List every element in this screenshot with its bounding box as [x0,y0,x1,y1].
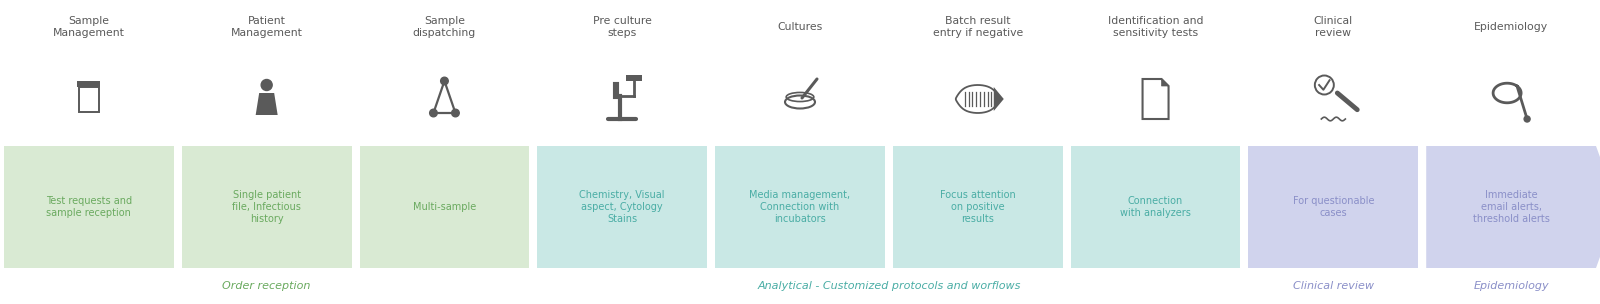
Bar [1248,146,1418,268]
Text: Clinical
review: Clinical review [1314,16,1354,38]
Text: Sample
dispatching: Sample dispatching [413,16,477,38]
Polygon shape [1142,79,1168,119]
Circle shape [1315,75,1334,95]
Text: Single patient
file, Infectious
history: Single patient file, Infectious history [232,190,301,224]
Text: For questionable
cases: For questionable cases [1293,196,1374,218]
Bar [715,146,885,268]
Polygon shape [1426,146,1600,268]
Bar [77,81,101,87]
Text: Identification and
sensitivity tests: Identification and sensitivity tests [1107,16,1203,38]
Bar [1240,146,1248,268]
Bar [530,146,538,268]
Text: Epidemiology: Epidemiology [1474,22,1549,32]
Text: Cultures: Cultures [778,22,822,32]
Text: Batch result
entry if negative: Batch result entry if negative [933,16,1022,38]
Polygon shape [256,93,278,115]
Circle shape [451,109,459,117]
Ellipse shape [786,95,814,109]
Text: Sample
Management: Sample Management [53,16,125,38]
Polygon shape [1162,79,1168,86]
Polygon shape [955,85,1000,113]
Circle shape [440,77,448,85]
Text: Order reception: Order reception [222,281,310,291]
Text: Epidemiology: Epidemiology [1474,281,1549,291]
Polygon shape [994,87,1003,111]
Text: Clinical review: Clinical review [1293,281,1374,291]
Circle shape [430,109,437,117]
Bar [360,146,530,268]
Bar [893,146,1062,268]
Circle shape [261,80,272,91]
Circle shape [1525,116,1530,122]
Bar [78,87,99,112]
Bar [3,146,174,268]
Text: Patient
Management: Patient Management [230,16,302,38]
Text: Chemistry, Visual
aspect, Cytology
Stains: Chemistry, Visual aspect, Cytology Stain… [579,190,666,224]
Text: Analytical - Customized protocols and worflows: Analytical - Customized protocols and wo… [757,281,1021,291]
Text: Pre culture
steps: Pre culture steps [592,16,651,38]
Text: Immediate
email alerts,
threshold alerts: Immediate email alerts, threshold alerts [1472,190,1549,224]
Bar [182,146,352,268]
Text: Connection
with analyzers: Connection with analyzers [1120,196,1190,218]
Bar [626,75,642,81]
Text: Multi-sample: Multi-sample [413,202,477,212]
Bar [538,146,707,268]
Text: Media management,
Connection with
incubators: Media management, Connection with incuba… [749,190,851,224]
Text: Focus attention
on positive
results: Focus attention on positive results [939,190,1016,224]
Text: Test requests and
sample reception: Test requests and sample reception [46,196,131,218]
Bar [1070,146,1240,268]
